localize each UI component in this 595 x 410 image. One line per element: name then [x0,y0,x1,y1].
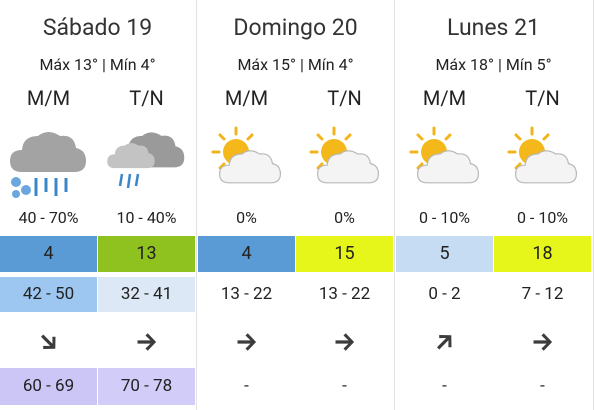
weather-icon [396,122,493,200]
weather-icon [296,122,393,200]
period-label: M/M [26,86,71,110]
precipitation: 0% [236,208,257,227]
day-column: Domingo 20 Máx 15° | Mín 4° M/M 0% 4 13 … [198,0,393,410]
index-box: 15 [296,236,393,272]
period: T/N 0% 15 13 - 22 - [296,86,393,410]
weather-icon [494,122,591,200]
day-temps: Máx 18° | Mín 5° [435,55,552,74]
wind-arrow [335,333,355,351]
precipitation: 10 - 40% [116,208,177,227]
weather-icon [0,122,97,200]
gusts: - [442,376,447,396]
index-box: 5 [396,236,493,272]
period-label: T/N [327,86,362,110]
weather-icon [98,122,195,200]
index-box: 13 [98,236,195,272]
range: 13 - 22 [220,284,273,304]
period: T/N 10 - 40% 13 32 - 41 70 - 78 [98,86,195,410]
index-box: 18 [494,236,591,272]
day-title: Lunes 21 [447,14,540,41]
gusts: 70 - 78 [98,368,195,405]
precipitation: 0% [334,208,355,227]
day-column: Sábado 19 Máx 13° | Mín 4° M/M 40 - 70% … [0,0,195,410]
wind-arrow [431,330,458,354]
range: 0 - 2 [428,284,461,304]
period-label: M/M [422,86,467,110]
period-label: T/N [129,86,164,110]
wind-arrow [137,333,157,351]
day-temps: Máx 15° | Mín 4° [237,55,354,74]
period: M/M 40 - 70% 4 42 - 50 60 - 69 [0,86,97,410]
wind-arrow [533,333,553,351]
precipitation: 40 - 70% [18,208,79,227]
gusts: - [540,376,545,396]
day-temps: Máx 13° | Mín 4° [39,55,156,74]
period: M/M 0% 4 13 - 22 - [198,86,295,410]
index-box: 4 [198,236,295,272]
day-title: Domingo 20 [233,14,358,41]
wind-arrow [237,333,257,351]
day-column: Lunes 21 Máx 18° | Mín 5° M/M 0 - 10% 5 … [396,0,591,410]
gusts: 60 - 69 [0,368,97,405]
precipitation: 0 - 10% [516,208,569,227]
range: 13 - 22 [318,284,371,304]
range: 32 - 41 [98,277,195,312]
range: 7 - 12 [521,284,564,304]
wind-arrow [35,330,62,354]
period: T/N 0 - 10% 18 7 - 12 - [494,86,591,410]
separator [593,0,594,410]
period-label: T/N [525,86,560,110]
separator [394,0,395,410]
weather-icon [198,122,295,200]
index-box: 4 [0,236,97,272]
separator [196,0,197,410]
day-title: Sábado 19 [42,14,153,41]
range: 42 - 50 [0,277,97,312]
period-label: M/M [224,86,269,110]
gusts: - [244,376,249,396]
precipitation: 0 - 10% [418,208,471,227]
period: M/M 0 - 10% 5 0 - 2 - [396,86,493,410]
gusts: - [342,376,347,396]
